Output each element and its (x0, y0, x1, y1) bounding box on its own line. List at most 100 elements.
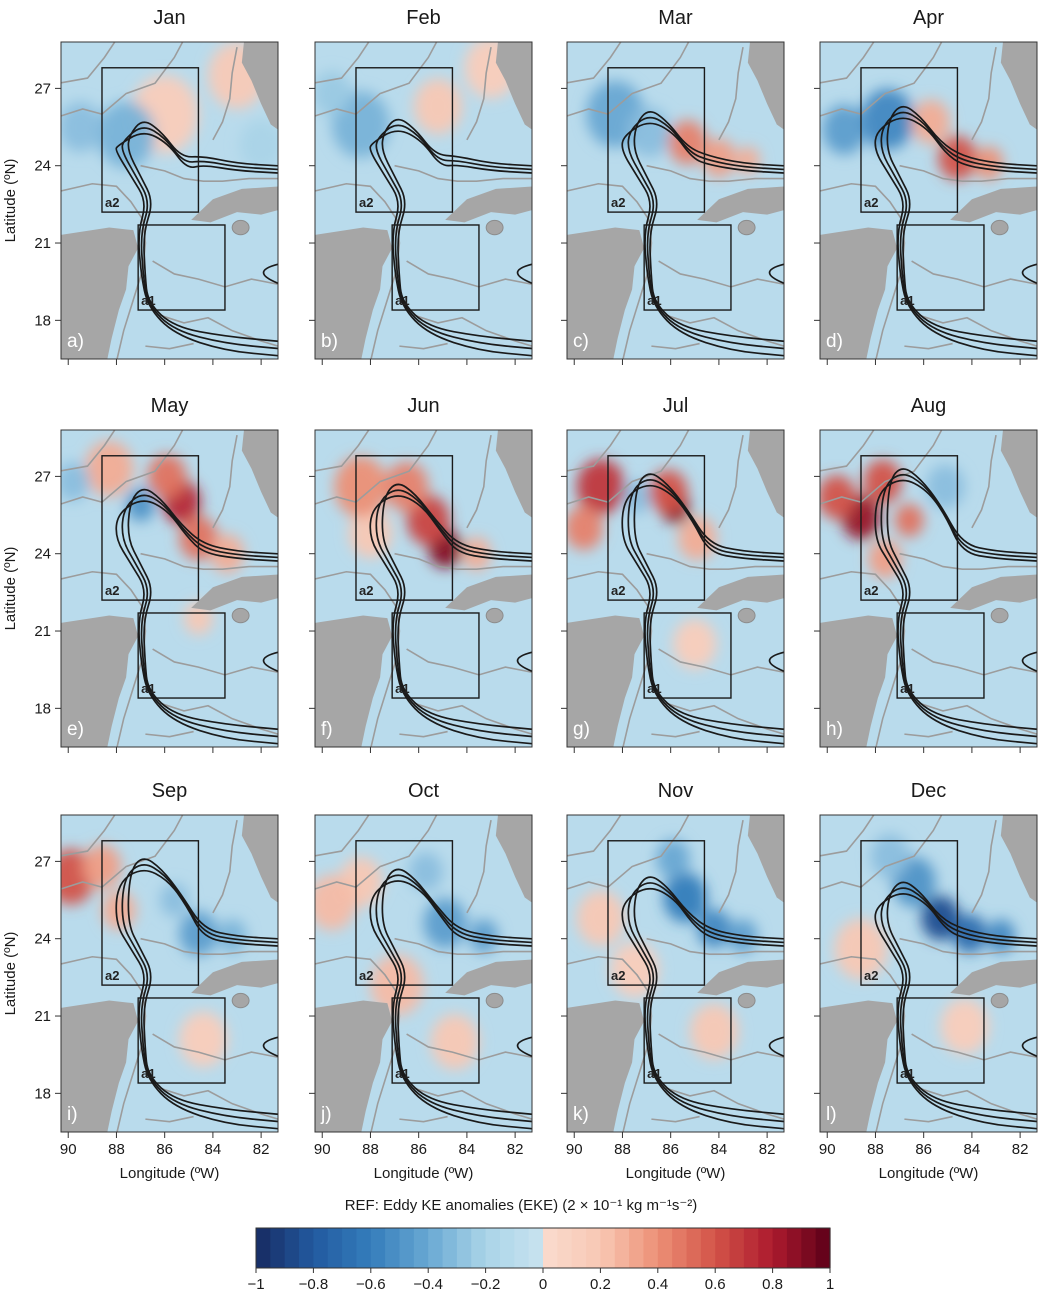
bathymetry-line (315, 42, 370, 84)
bathymetry-line (61, 815, 116, 857)
streamline-caribbean (1021, 651, 1037, 673)
bathymetry-line (820, 815, 875, 857)
bathymetry-line (413, 314, 532, 347)
eke-anomaly-field (586, 80, 760, 178)
bathymetry-line (466, 47, 492, 141)
panel-frame (314, 41, 533, 360)
panel-mar: a1 a2 Mar c) (561, 7, 785, 365)
box-label-a1: a1 (395, 293, 409, 308)
analysis-boxes (101, 840, 226, 1084)
streamline-3 (381, 868, 532, 1116)
streamline-3 (886, 881, 1037, 1116)
bathymetry-line (658, 1033, 784, 1061)
box-label-a1: a1 (900, 293, 914, 308)
box-label-a2: a2 (105, 968, 119, 983)
box-a1 (391, 612, 480, 699)
bathymetry-line (911, 648, 1037, 676)
cuba-land (191, 959, 278, 996)
bathymetry-line (61, 570, 147, 747)
colorbar-tick-label: −0.6 (356, 1276, 386, 1292)
bathymetry-contours (567, 815, 784, 1132)
streamline-caribbean (262, 1036, 278, 1058)
anomaly-blob (61, 102, 102, 152)
anomaly-blob (673, 618, 717, 669)
streamline-2 (627, 882, 784, 1123)
tick-marks (561, 475, 768, 753)
bathymetry-line (61, 815, 184, 890)
x-tick-label: 90 (314, 1141, 331, 1158)
anomaly-blob (469, 919, 499, 953)
streamline-caribbean (768, 263, 784, 285)
anomaly-blob (870, 834, 910, 879)
colorbar-swatch (514, 1228, 530, 1268)
panel-grid: a1 a2 Jan a) 27 24 21 18 a1 a2 Feb b) a1 a2 Mar c) a1 a2 A… (34, 7, 1038, 1158)
streamline-caribbean (768, 651, 784, 673)
x-tick-label: 90 (819, 1141, 836, 1158)
y-tick-label: 24 (34, 546, 51, 563)
bathymetry-line (646, 552, 784, 570)
bathymetry-line (665, 702, 784, 735)
cuba-land (191, 574, 278, 611)
streamline-2 (880, 473, 1037, 738)
box-label-a2: a2 (611, 583, 625, 598)
anomaly-blob (409, 852, 443, 892)
anomaly-blob (860, 88, 915, 150)
bathymetry-line (820, 42, 943, 117)
y-tick-label: 24 (34, 158, 51, 175)
tick-marks (814, 860, 1021, 1138)
streamline-2 (121, 494, 278, 738)
panel-title: Sep (152, 780, 188, 802)
box-label-a2: a2 (359, 195, 373, 210)
panel-jan: a1 a2 Jan a) 27 24 21 18 (34, 7, 279, 365)
x-tick-label: 82 (507, 1141, 524, 1158)
box-label-a2: a2 (611, 968, 625, 983)
box-a2 (860, 67, 959, 213)
yucatan-land (315, 1000, 393, 1132)
analysis-boxes (101, 67, 226, 311)
florida-land (241, 42, 278, 130)
cuba-land (950, 959, 1037, 996)
x-tick-label: 82 (253, 1141, 270, 1158)
panel-label: c) (573, 331, 589, 352)
y-tick-label: 18 (34, 312, 51, 329)
anomaly-blob (663, 872, 707, 923)
yucatan-land (567, 227, 645, 359)
panel-title: Oct (408, 780, 440, 802)
florida-land (241, 815, 278, 903)
anomaly-blob (334, 456, 388, 518)
streamline-2 (627, 479, 784, 738)
panel-label: g) (573, 719, 590, 740)
anomaly-blob (159, 883, 189, 917)
streamline-3 (127, 488, 278, 731)
bathymetry-contours (61, 42, 278, 359)
bathymetry-line (315, 430, 370, 472)
streamline-3 (633, 876, 784, 1116)
bathymetry-line (567, 955, 653, 1132)
box-a1 (643, 224, 732, 311)
bathymetry-line (406, 648, 532, 676)
panel-label: i) (67, 1104, 78, 1125)
bathymetry-line (212, 820, 238, 914)
streamline-caribbean (516, 651, 532, 673)
bathymetry-line (718, 47, 744, 141)
analysis-boxes (355, 455, 480, 699)
bathymetry-line (140, 937, 278, 955)
anomaly-blob (239, 120, 278, 171)
panel-feb: a1 a2 Feb b) (309, 7, 533, 365)
yucatan-land (61, 227, 139, 359)
panel-frame (566, 429, 785, 748)
x-tick-label: 84 (711, 1141, 728, 1158)
bathymetry-line (567, 42, 622, 84)
eke-anomaly-field (576, 839, 758, 1060)
bathymetry-line (399, 730, 448, 738)
bathymetry-contours (567, 42, 784, 359)
panel-label: k) (573, 1104, 589, 1125)
florida-land (495, 815, 532, 903)
bathymetry-line (567, 815, 622, 857)
box-label-a1: a1 (900, 1066, 914, 1081)
bathymetry-line (212, 435, 238, 529)
cuba-land (697, 959, 784, 996)
colorbar-swatch (758, 1228, 774, 1268)
colorbar-swatch (801, 1228, 817, 1268)
loop-current-streamlines (369, 868, 532, 1130)
